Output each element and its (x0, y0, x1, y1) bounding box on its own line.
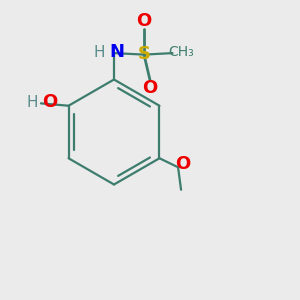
Text: O: O (42, 93, 58, 111)
Text: O: O (142, 79, 158, 97)
Text: S: S (137, 45, 151, 63)
Text: H: H (94, 45, 105, 60)
Text: O: O (136, 12, 152, 30)
Text: H: H (26, 94, 38, 110)
Text: CH₃: CH₃ (169, 46, 194, 59)
Text: N: N (109, 44, 124, 62)
Text: O: O (175, 155, 190, 173)
